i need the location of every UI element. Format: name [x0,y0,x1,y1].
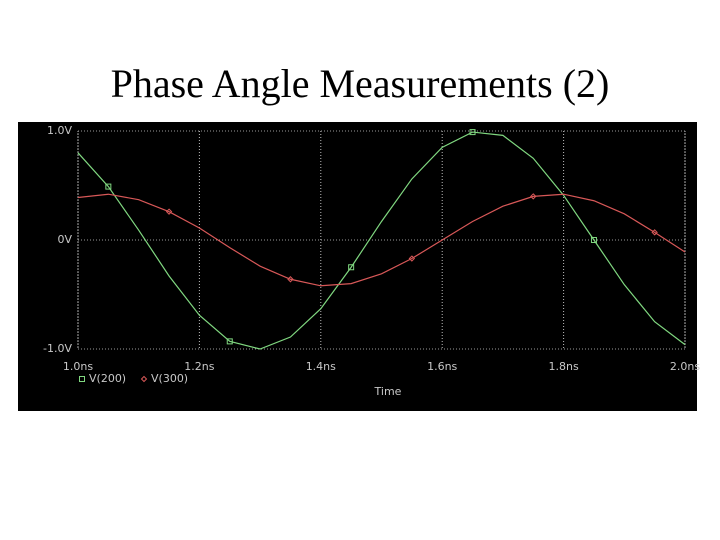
series-line [77,131,686,350]
marker [651,229,658,236]
legend-marker [140,375,148,383]
x-tick-label: 2.0ns [670,360,700,373]
x-tick-label: 1.0ns [63,360,93,373]
marker [226,338,233,345]
x-tick-label: 1.4ns [306,360,336,373]
x-axis-label: Time [374,385,402,398]
marker [165,208,173,215]
y-tick-label: 0V [57,233,72,246]
series-line [77,193,686,287]
marker [530,193,537,200]
marker [408,255,416,262]
legend-marker [79,376,85,382]
marker [469,129,476,136]
x-tick-label: 1.6ns [427,360,457,373]
plot-frame [77,130,686,350]
marker [590,237,597,243]
y-tick-label: -1.0V [43,342,72,355]
plot-background [18,122,697,411]
marker [287,276,294,283]
marker [348,264,355,271]
marker [105,183,112,190]
legend-label: V(300) [151,372,188,385]
legend-label: V(200) [89,372,126,385]
x-tick-label: 1.2ns [184,360,214,373]
slide-title: Phase Angle Measurements (2) [111,61,610,106]
x-tick-label: 1.8ns [548,360,578,373]
y-tick-label: 1.0V [47,124,72,137]
